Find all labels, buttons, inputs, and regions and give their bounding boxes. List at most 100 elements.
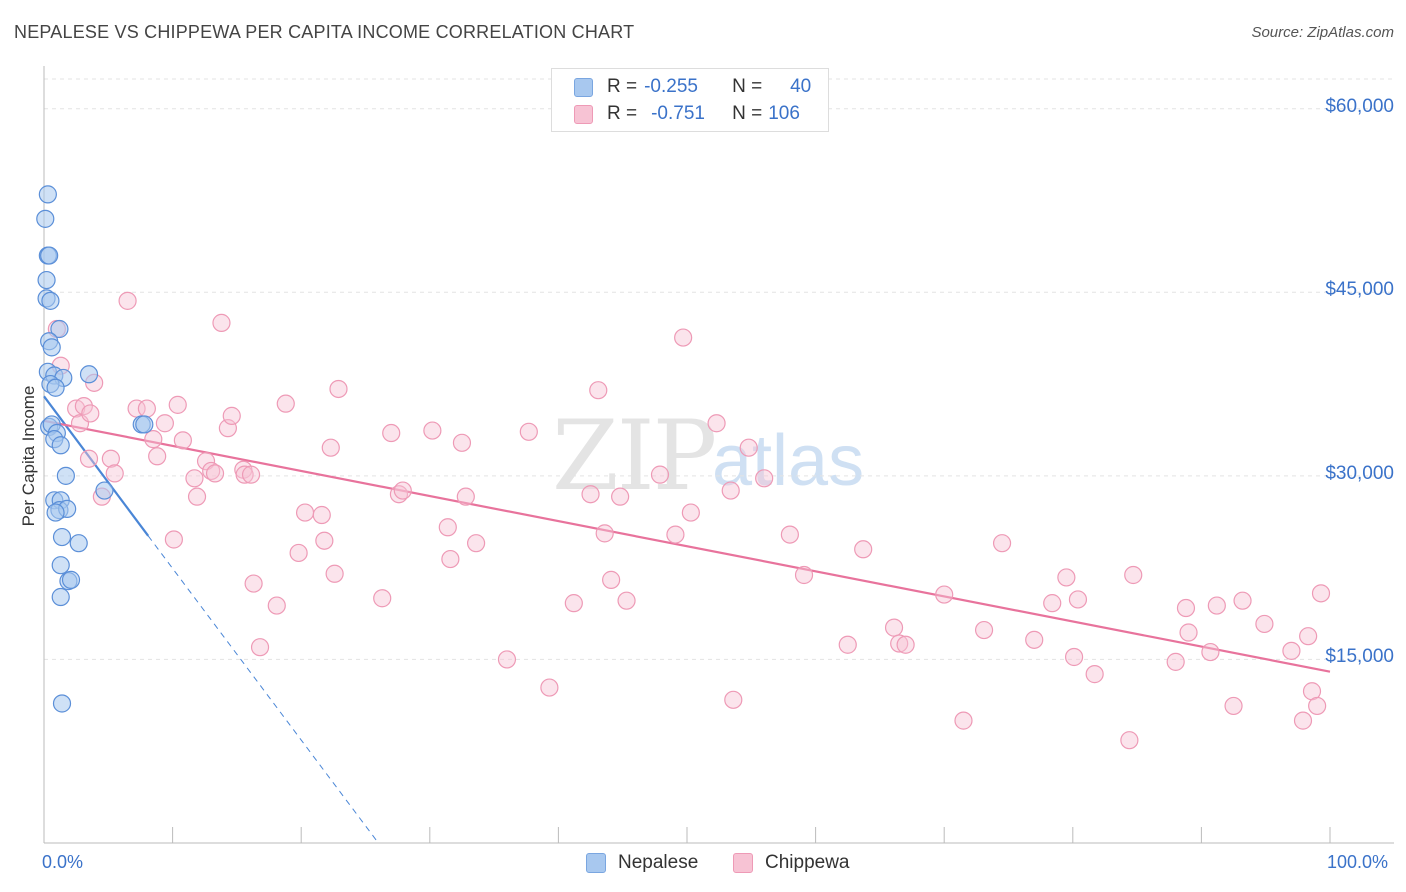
data-point-chippewa <box>241 465 261 484</box>
data-point-chippewa <box>1207 596 1226 615</box>
legend-row-nepalese: R = -0.255 N = 40 <box>574 75 811 99</box>
series-legend-chippewa[interactable]: Chippewa <box>733 852 850 874</box>
data-point-chippewa <box>721 481 740 500</box>
data-point-chippewa <box>81 404 100 423</box>
trend-lines <box>43 395 1331 844</box>
legend-n-label: N = <box>732 76 763 97</box>
data-point-chippewa <box>423 421 442 440</box>
data-point-chippewa <box>1179 623 1198 642</box>
data-point-chippewa <box>838 635 857 654</box>
data-point-chippewa <box>1057 568 1076 587</box>
data-point-chippewa <box>1233 591 1252 610</box>
data-point-nepalese <box>51 556 70 575</box>
data-point-nepalese <box>36 209 55 228</box>
data-point-nepalese <box>46 503 65 522</box>
data-point-chippewa <box>173 431 192 450</box>
data-point-chippewa <box>974 620 994 640</box>
data-point-chippewa <box>890 634 909 653</box>
data-point-chippewa <box>456 487 475 506</box>
correlation-legend: R = -0.255 N = 40 R = -0.751 N = 106 <box>551 68 829 132</box>
data-point-chippewa <box>144 430 163 449</box>
data-point-chippewa <box>101 449 120 468</box>
data-point-chippewa <box>1282 641 1301 660</box>
data-point-chippewa <box>681 503 700 522</box>
data-point-chippewa <box>382 423 401 443</box>
data-point-chippewa <box>155 414 174 433</box>
y-tick-label: $15,000 <box>1325 646 1394 668</box>
data-point-chippewa <box>595 524 614 543</box>
data-point-chippewa <box>235 465 254 484</box>
data-point-chippewa <box>222 406 241 425</box>
data-point-nepalese <box>52 527 72 547</box>
data-point-chippewa <box>393 481 412 500</box>
data-point-nepalese <box>135 415 154 434</box>
data-point-chippewa <box>185 469 204 488</box>
legend-r-value: -0.255 <box>644 76 698 97</box>
data-point-chippewa <box>137 399 156 418</box>
trend-line-chippewa <box>43 419 1331 673</box>
data-point-chippewa <box>452 433 472 452</box>
source-label: Source: ZipAtlas.com <box>1251 24 1394 41</box>
legend-swatch-nepalese <box>586 853 606 873</box>
legend-row-chippewa: R = -0.751 N = 106 <box>574 102 804 126</box>
data-point-chippewa <box>992 534 1012 553</box>
data-point-chippewa <box>148 447 167 466</box>
data-point-nepalese <box>69 534 88 553</box>
legend-n-value: 40 <box>790 76 812 97</box>
data-point-chippewa <box>315 531 334 550</box>
data-point-chippewa <box>540 678 559 697</box>
data-point-chippewa <box>497 650 517 669</box>
data-point-chippewa <box>896 635 915 654</box>
data-point-chippewa <box>329 379 348 399</box>
data-point-chippewa <box>168 395 187 414</box>
data-point-chippewa <box>935 585 954 604</box>
y-tick-label: $30,000 <box>1325 462 1394 484</box>
data-point-chippewa <box>564 594 583 613</box>
data-point-chippewa <box>650 465 670 484</box>
y-tick-label: $45,000 <box>1325 279 1394 301</box>
legend-r-label: R = <box>607 103 638 124</box>
data-point-chippewa <box>1025 630 1044 649</box>
data-point-chippewa <box>519 422 538 441</box>
data-point-chippewa <box>1124 565 1143 585</box>
data-point-chippewa <box>118 291 137 310</box>
data-point-chippewa <box>1120 731 1139 750</box>
data-point-nepalese <box>52 694 72 713</box>
data-point-chippewa <box>794 565 814 585</box>
data-point-chippewa <box>617 591 636 610</box>
trend-line-nepalese-extension <box>147 535 379 844</box>
data-point-nepalese <box>41 291 60 310</box>
data-point-chippewa <box>1068 590 1088 609</box>
series-legend-label: Chippewa <box>765 852 850 873</box>
watermark-atlas: atlas <box>712 421 865 501</box>
data-point-chippewa <box>250 638 270 657</box>
legend-r-label: R = <box>607 76 638 97</box>
data-point-chippewa <box>1308 696 1327 716</box>
data-point-nepalese <box>50 319 69 339</box>
data-point-chippewa <box>755 469 774 488</box>
data-point-chippewa <box>196 452 216 471</box>
legend-swatch-nepalese <box>574 77 593 97</box>
data-point-nepalese <box>46 378 65 397</box>
trend-line-nepalese <box>43 395 150 537</box>
data-point-chippewa <box>1166 652 1185 671</box>
series-legend-nepalese[interactable]: Nepalese <box>586 852 698 874</box>
y-axis-label: Per Capita Income <box>19 385 38 527</box>
data-point-chippewa <box>666 525 685 544</box>
data-point-chippewa <box>205 464 225 483</box>
data-point-chippewa <box>1224 696 1243 716</box>
data-point-chippewa <box>1064 647 1084 667</box>
data-point-chippewa <box>884 618 904 637</box>
x-tick-label-min: 0.0% <box>42 852 84 872</box>
legend-n-value: 106 <box>768 103 800 124</box>
data-point-chippewa <box>674 328 693 347</box>
watermark-zip: ZIP <box>552 400 717 512</box>
data-point-chippewa <box>589 381 608 400</box>
data-point-chippewa <box>1311 584 1331 603</box>
data-point-chippewa <box>1299 627 1318 646</box>
data-point-chippewa <box>724 690 743 709</box>
data-point-chippewa <box>854 540 873 559</box>
data-point-chippewa <box>1043 594 1062 613</box>
data-point-chippewa <box>295 503 315 522</box>
